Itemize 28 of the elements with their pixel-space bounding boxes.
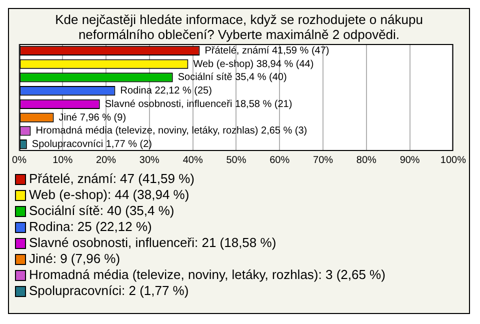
legend-label: Rodina: 25 (22,12 %) <box>29 219 152 235</box>
x-tick-label: 0% <box>12 154 27 166</box>
data-label: Přátelé, známí 41,59 % (47) <box>204 45 330 56</box>
x-tick-label: 10% <box>52 154 73 166</box>
chart-title: Kde nejčastěji hledáte informace, když se rozhodujete o nákupu neformálního oblečení? Vyberte maximálně 2 odpovědi. <box>54 11 424 44</box>
data-label: Jiné 7,96 % (9) <box>58 112 126 124</box>
x-tick-label: 30% <box>139 154 160 166</box>
legend-label: Slavné osobnosti, influenceři: 21 (18,58 %) <box>29 235 276 251</box>
data-label: Hromadná média (televize, noviny, letáky, rozhlas) 2,65 % (3) <box>36 126 308 137</box>
legend-label: Spolupracovníci: 2 (1,77 %) <box>29 283 189 299</box>
x-tick-label: 50% <box>226 154 246 166</box>
x-tick-label: 20% <box>96 154 116 166</box>
data-label: Sociální sítě 35,4 % (40) <box>178 72 287 84</box>
x-tick-label: 90% <box>400 154 420 166</box>
legend-label: Jiné: 9 (7,96 %) <box>29 251 120 267</box>
legend-label: Přátelé, známí: 47 (41,59 %) <box>29 171 194 187</box>
legend-label: Hromadná média (televize, noviny, letáky, rozhlas): 3 (2,65 %) <box>29 267 386 283</box>
x-tick-label: 70% <box>313 154 334 166</box>
legend-label: Sociální sítě: 40 (35,4 %) <box>29 203 174 219</box>
x-tick-label: 60% <box>270 154 290 166</box>
x-tick-label: 80% <box>356 154 377 166</box>
x-tick-label: 40% <box>182 154 203 166</box>
data-label: Spolupracovníci 1,77 % (2) <box>32 139 152 150</box>
legend-label: Web (e-shop): 44 (38,94 %) <box>29 187 190 203</box>
data-label: Rodina 22,12 % (25) <box>120 86 212 97</box>
data-label: Slavné osobnosti, influenceři 18,58 % (21) <box>104 98 292 110</box>
data-label: Web (e-shop) 38,94 % (44) <box>193 58 314 70</box>
x-tick-label: 100% <box>440 154 466 166</box>
